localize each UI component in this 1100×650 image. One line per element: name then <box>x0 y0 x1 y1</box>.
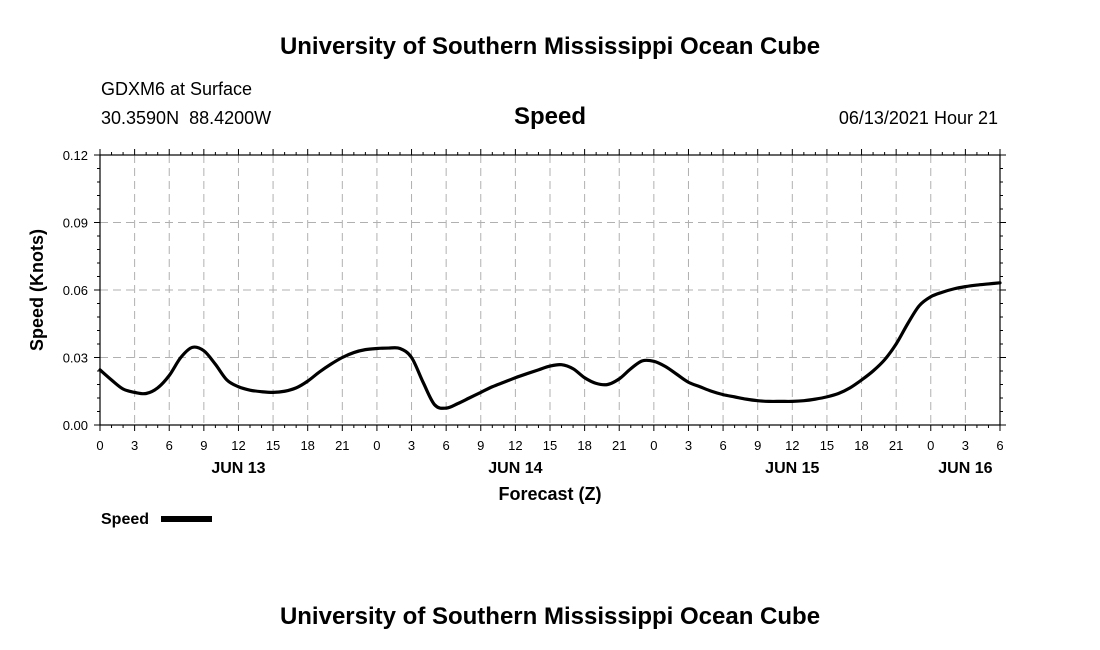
series-line-speed <box>98 281 1002 410</box>
x-tick-label: 0 <box>650 438 657 453</box>
x-tick-label: 6 <box>996 438 1003 453</box>
x-tick-label: 9 <box>200 438 207 453</box>
x-tick-label: 0 <box>927 438 934 453</box>
station-label: GDXM6 at Surface <box>101 79 252 99</box>
x-tick-label: 15 <box>543 438 557 453</box>
x-tick-label: 6 <box>443 438 450 453</box>
x-tick-label: 15 <box>820 438 834 453</box>
y-tick-label: 0.09 <box>63 216 88 231</box>
x-tick-label: 6 <box>166 438 173 453</box>
x-tick-label: 21 <box>612 438 626 453</box>
y-tick-label: 0.12 <box>63 148 88 163</box>
x-tick-label: 0 <box>96 438 103 453</box>
grid-lines <box>100 155 1000 425</box>
legend-label: Speed <box>101 511 149 528</box>
date-label: JUN 14 <box>488 460 542 477</box>
date-label: JUN 13 <box>211 460 265 477</box>
x-tick-label: 18 <box>854 438 868 453</box>
x-tick-label: 12 <box>508 438 522 453</box>
y-tick-label: 0.00 <box>63 418 88 433</box>
footer-title: University of Southern Mississippi Ocean… <box>280 603 820 630</box>
x-tick-label: 12 <box>785 438 799 453</box>
y-axis-label: Speed (Knots) <box>27 229 47 351</box>
valid-time-label: 06/13/2021 Hour 21 <box>839 108 998 128</box>
y-tick-label: 0.03 <box>63 351 88 366</box>
date-labels: JUN 13 JUN 14 JUN 15 JUN 16 <box>211 460 992 477</box>
date-label: JUN 16 <box>938 460 992 477</box>
series-layer <box>98 281 1002 410</box>
x-tick-label: 9 <box>754 438 761 453</box>
x-axis-ticks: 0 3 6 9 12 15 18 21 0 3 6 9 12 15 18 21 0 3 6 9 12 15 18 21 0 3 6 <box>96 149 1004 453</box>
x-tick-label: 15 <box>266 438 280 453</box>
x-tick-label: 0 <box>373 438 380 453</box>
x-tick-label: 21 <box>889 438 903 453</box>
y-tick-label: 0.06 <box>63 283 88 298</box>
x-tick-label: 18 <box>577 438 591 453</box>
x-tick-label: 3 <box>131 438 138 453</box>
location-label: 30.3590N 88.4200W <box>101 108 271 128</box>
x-tick-label: 3 <box>962 438 969 453</box>
x-tick-label: 3 <box>408 438 415 453</box>
x-axis-label: Forecast (Z) <box>498 484 601 504</box>
x-tick-label: 18 <box>300 438 314 453</box>
x-tick-label: 12 <box>231 438 245 453</box>
header-title: University of Southern Mississippi Ocean… <box>280 33 820 60</box>
chart-title: Speed <box>514 103 586 130</box>
date-label: JUN 15 <box>765 460 819 477</box>
x-tick-label: 9 <box>477 438 484 453</box>
x-tick-label: 6 <box>719 438 726 453</box>
y-axis-ticks: 0.00 0.03 0.06 0.09 0.12 <box>63 148 1006 433</box>
legend: Speed <box>101 511 212 528</box>
x-tick-label: 3 <box>685 438 692 453</box>
x-tick-label: 21 <box>335 438 349 453</box>
